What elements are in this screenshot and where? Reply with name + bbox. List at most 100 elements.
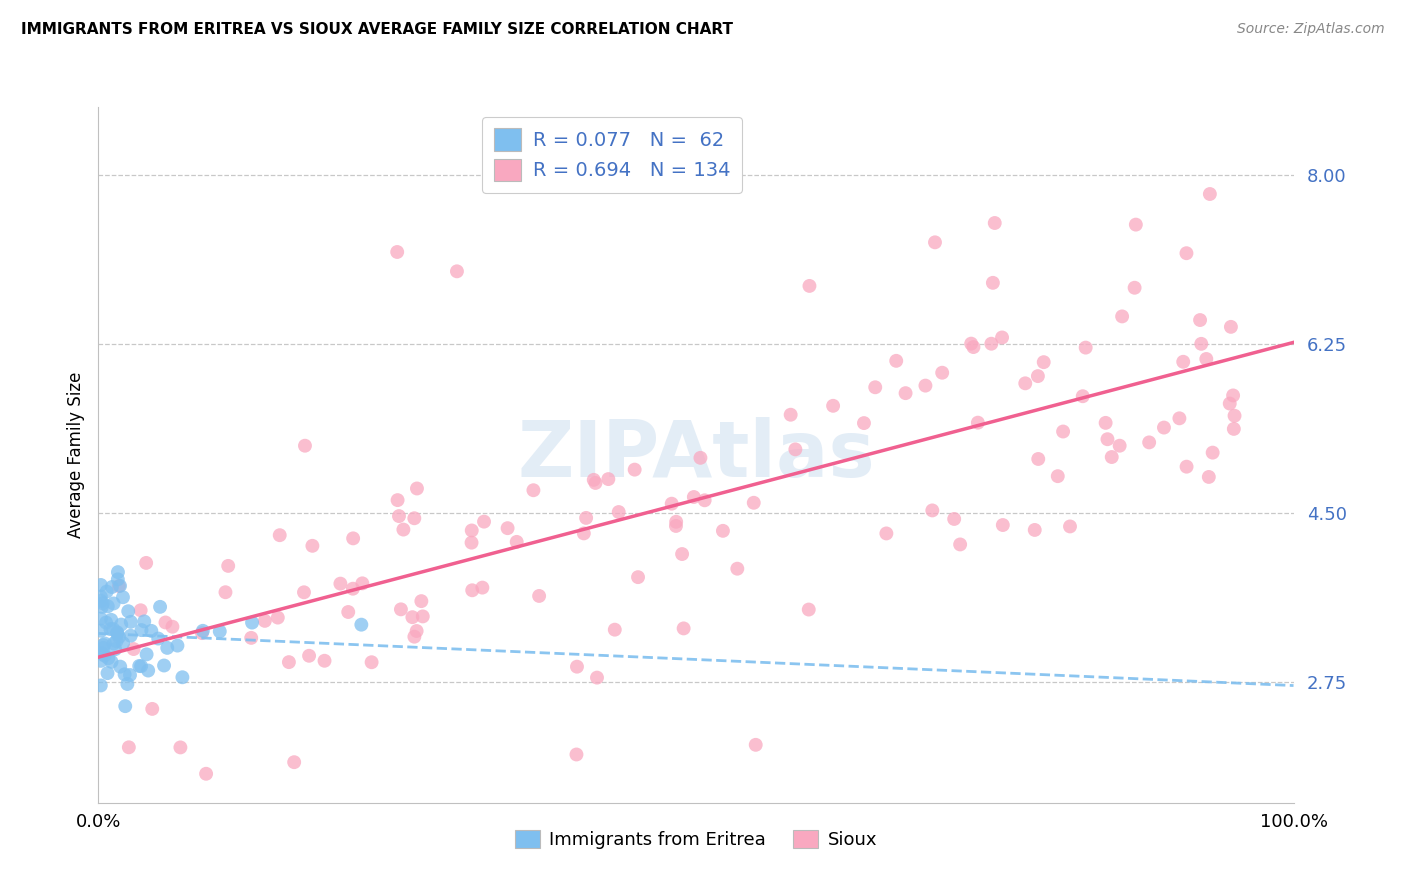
- Point: [97, 599, 120, 614]
- Point: [120, 615, 142, 629]
- Point: [108, 630, 131, 644]
- Point: [100, 622, 122, 636]
- Point: [1046, 469, 1069, 483]
- Point: [169, 740, 191, 755]
- Point: [991, 330, 1014, 344]
- Point: [1175, 246, 1198, 260]
- Point: [981, 276, 1004, 290]
- Point: [392, 523, 415, 537]
- Point: [1074, 341, 1097, 355]
- Point: [105, 625, 128, 640]
- Point: [91, 596, 114, 610]
- Point: [661, 497, 683, 511]
- Point: [90, 624, 112, 638]
- Point: [967, 416, 990, 430]
- Point: [1168, 411, 1191, 425]
- Point: [1199, 186, 1222, 201]
- Point: [360, 655, 382, 669]
- Point: [1097, 432, 1119, 446]
- Point: [342, 532, 364, 546]
- Point: [1108, 439, 1130, 453]
- Point: [1195, 351, 1218, 366]
- Point: [117, 677, 139, 691]
- Point: [93, 648, 115, 663]
- Point: [389, 602, 412, 616]
- Point: [1223, 422, 1246, 436]
- Point: [865, 380, 887, 394]
- Point: [148, 632, 170, 646]
- Point: [894, 386, 917, 401]
- Point: [412, 609, 434, 624]
- Point: [96, 584, 118, 599]
- Point: [1223, 409, 1246, 423]
- Point: [598, 472, 620, 486]
- Point: [94, 636, 117, 650]
- Point: [103, 622, 125, 636]
- Point: [1026, 369, 1049, 384]
- Y-axis label: Average Family Size: Average Family Size: [66, 372, 84, 538]
- Point: [665, 515, 688, 529]
- Point: [283, 755, 305, 769]
- Point: [208, 624, 231, 639]
- Point: [472, 515, 495, 529]
- Point: [107, 565, 129, 579]
- Point: [779, 408, 801, 422]
- Point: [671, 547, 693, 561]
- Point: [1059, 519, 1081, 533]
- Point: [575, 511, 598, 525]
- Point: [1032, 355, 1054, 369]
- Point: [742, 496, 765, 510]
- Point: [385, 244, 409, 259]
- Point: [572, 526, 595, 541]
- Point: [522, 483, 544, 498]
- Point: [277, 655, 299, 669]
- Point: [90, 678, 112, 692]
- Point: [90, 611, 112, 625]
- Point: [90, 599, 112, 614]
- Point: [797, 602, 820, 616]
- Point: [665, 519, 688, 533]
- Point: [461, 583, 484, 598]
- Point: [949, 537, 972, 551]
- Point: [153, 658, 176, 673]
- Point: [586, 671, 609, 685]
- Point: [172, 670, 194, 684]
- Point: [1125, 218, 1147, 232]
- Point: [1071, 389, 1094, 403]
- Point: [114, 667, 136, 681]
- Point: [100, 613, 122, 627]
- Point: [711, 524, 734, 538]
- Text: Source: ZipAtlas.com: Source: ZipAtlas.com: [1237, 22, 1385, 37]
- Point: [582, 473, 605, 487]
- Point: [785, 442, 807, 457]
- Point: [565, 659, 588, 673]
- Point: [90, 647, 112, 661]
- Point: [269, 528, 291, 542]
- Point: [388, 509, 411, 524]
- Point: [91, 640, 114, 655]
- Point: [565, 747, 588, 762]
- Point: [943, 512, 966, 526]
- Point: [141, 702, 163, 716]
- Point: [166, 639, 188, 653]
- Point: [1052, 425, 1074, 439]
- Point: [110, 659, 132, 673]
- Point: [931, 366, 953, 380]
- Point: [406, 482, 429, 496]
- Point: [96, 666, 118, 681]
- Point: [136, 664, 159, 678]
- Point: [1094, 416, 1116, 430]
- Point: [1014, 376, 1036, 391]
- Point: [1111, 310, 1133, 324]
- Point: [745, 738, 768, 752]
- Point: [884, 354, 907, 368]
- Point: [329, 576, 352, 591]
- Point: [108, 579, 131, 593]
- Point: [627, 570, 650, 584]
- Point: [607, 505, 630, 519]
- Text: ZIPAtlas: ZIPAtlas: [517, 417, 875, 493]
- Point: [110, 617, 132, 632]
- Point: [350, 617, 373, 632]
- Point: [404, 630, 426, 644]
- Point: [105, 634, 128, 648]
